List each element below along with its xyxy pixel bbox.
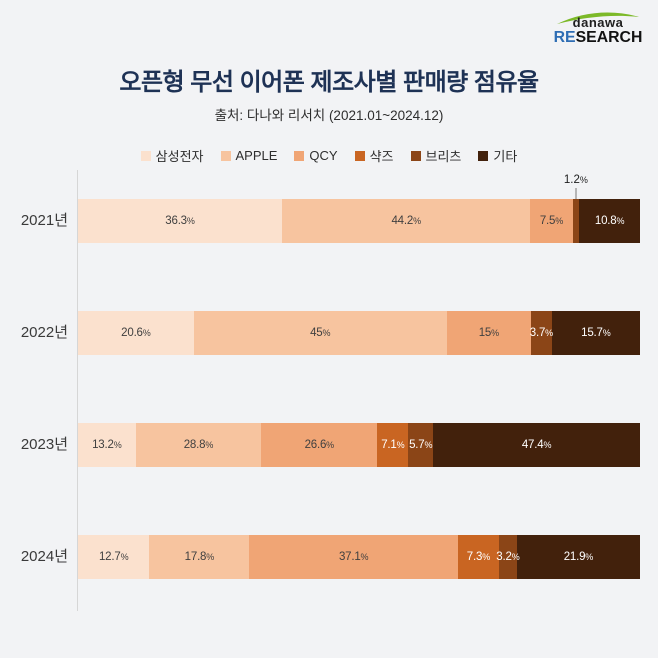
bar-segment-APPLE: 45% bbox=[193, 311, 447, 355]
bar-segment-브리츠: 5.7% bbox=[408, 423, 434, 467]
page-title: 오픈형 무선 이어폰 제조사별 판매량 점유율 bbox=[119, 69, 539, 96]
bar-segment-QCY: 7.5% bbox=[530, 199, 573, 243]
year-label: 2022년 bbox=[20, 324, 68, 341]
bar-segment-QCY: 15% bbox=[446, 311, 531, 355]
logo-research-text: RESEARCH bbox=[549, 29, 647, 46]
legend: 삼성전자 APPLE QCY 샥즈 브리츠 기타 bbox=[0, 146, 658, 165]
segment-value-label: 5.7% bbox=[409, 439, 433, 451]
logo-re: RE bbox=[553, 29, 576, 46]
legend-swatch bbox=[140, 150, 151, 161]
segment-value-label: 10.8% bbox=[594, 215, 625, 227]
logo-search: SEARCH bbox=[575, 29, 643, 46]
bar-segment-APPLE: 44.2% bbox=[282, 199, 531, 243]
chart-row: 2024년 12.7% 17.8% 37.1% 7.3% 3.2% 21.9% bbox=[0, 535, 658, 579]
segment-value-label: 7.3% bbox=[466, 551, 490, 563]
legend-item: APPLE bbox=[220, 148, 278, 163]
segment-value-label: 37.1% bbox=[338, 551, 369, 563]
chart-row: 2022년 20.6% 45% 15% 3.7% 15.7% bbox=[0, 311, 658, 355]
legend-swatch bbox=[294, 150, 305, 161]
segment-value-label: 15% bbox=[478, 327, 499, 339]
chart: 2021년 36.3% 44.2% 7.5% 1.2% 10.8% 2022년 20.6% 45… bbox=[0, 170, 658, 658]
bar-segment-QCY: 26.6% bbox=[261, 423, 378, 467]
axis-line bbox=[77, 170, 78, 611]
bar-segment-삼성전자: 12.7% bbox=[78, 535, 150, 579]
legend-item: 샥즈 bbox=[354, 146, 394, 165]
bar-segment-APPLE: 28.8% bbox=[135, 423, 262, 467]
bar-segment-브리츠: 3.7% bbox=[529, 311, 553, 355]
callout-label: 1.2% bbox=[563, 174, 588, 186]
legend-swatch bbox=[354, 150, 365, 161]
bar-segment-기타: 10.8% bbox=[579, 199, 640, 243]
segment-value-label: 12.7% bbox=[98, 551, 129, 563]
segment-value-label: 28.8% bbox=[183, 439, 214, 451]
segment-value-label: 13.2% bbox=[92, 439, 122, 451]
callout: 1.2% bbox=[564, 174, 588, 199]
year-label: 2023년 bbox=[20, 436, 68, 453]
legend-item: QCY bbox=[294, 148, 338, 163]
logo-brand-text: danawa bbox=[572, 15, 624, 30]
legend-item: 삼성전자 bbox=[140, 146, 204, 165]
chart-row: 2023년 13.2% 28.8% 26.6% 7.1% 5.7% 47.4% bbox=[0, 423, 658, 467]
stacked-bar: 36.3% 44.2% 7.5% 1.2% 10.8% bbox=[78, 174, 640, 243]
bar-segment-샥즈: 7.1% bbox=[377, 423, 409, 467]
year-label: 2024년 bbox=[20, 548, 68, 565]
legend-label: 브리츠 bbox=[425, 149, 462, 164]
bar-segment-기타: 21.9% bbox=[516, 535, 640, 579]
legend-swatch bbox=[220, 150, 231, 161]
bar-segment-삼성전자: 36.3% bbox=[78, 199, 282, 243]
segment-value-label: 47.4% bbox=[521, 439, 552, 451]
segment-value-label: 44.2% bbox=[391, 215, 421, 227]
segment-value-label: 15.7% bbox=[581, 327, 611, 339]
legend-item: 브리츠 bbox=[410, 146, 462, 165]
segment-value-label: 17.8% bbox=[184, 551, 215, 563]
legend-item: 기타 bbox=[478, 146, 517, 165]
legend-label: QCY bbox=[309, 148, 338, 163]
legend-label: 샥즈 bbox=[369, 149, 394, 164]
bar-segment-APPLE: 17.8% bbox=[149, 535, 250, 579]
stacked-bar: 12.7% 17.8% 37.1% 7.3% 3.2% 21.9% bbox=[78, 535, 640, 579]
segment-value-label: 36.3% bbox=[165, 215, 195, 227]
segment-value-label: 3.2% bbox=[496, 551, 520, 563]
legend-label: 삼성전자 bbox=[155, 149, 204, 164]
bar-segment-브리츠: 3.2% bbox=[496, 535, 520, 579]
segment-value-label: 26.6% bbox=[304, 439, 335, 451]
stacked-bar: 13.2% 28.8% 26.6% 7.1% 5.7% 47.4% bbox=[78, 423, 640, 467]
segment-value-label: 7.5% bbox=[539, 215, 564, 227]
year-label: 2021년 bbox=[20, 212, 68, 229]
callout-leader-line bbox=[575, 188, 577, 199]
source-subtitle: 출처: 다나와 리서치 (2021.01~2024.12) bbox=[214, 108, 444, 123]
legend-label: 기타 bbox=[493, 149, 518, 164]
segment-value-label: 45% bbox=[310, 327, 331, 339]
danawa-research-logo: danawa RESEARCH bbox=[550, 10, 646, 46]
segment-value-label: 20.6% bbox=[121, 327, 151, 339]
legend-swatch bbox=[410, 150, 421, 161]
stacked-bar: 20.6% 45% 15% 3.7% 15.7% bbox=[78, 311, 640, 355]
legend-swatch bbox=[478, 150, 489, 161]
segment-value-label: 3.7% bbox=[529, 327, 553, 339]
segment-value-label: 7.1% bbox=[381, 439, 405, 451]
bar-segment-삼성전자: 13.2% bbox=[78, 423, 136, 467]
bar-segment-브리츠 bbox=[572, 199, 580, 243]
bar-segment-샥즈: 7.3% bbox=[457, 535, 499, 579]
segment-value-label: 21.9% bbox=[563, 551, 594, 563]
swoosh-icon bbox=[557, 12, 639, 24]
bar-segment-기타: 15.7% bbox=[551, 311, 640, 355]
chart-row: 2021년 36.3% 44.2% 7.5% 1.2% 10.8% bbox=[0, 174, 658, 243]
bar-segment-기타: 47.4% bbox=[433, 423, 640, 467]
legend-label: APPLE bbox=[235, 148, 278, 163]
bar-segment-QCY: 37.1% bbox=[249, 535, 458, 579]
bar-segment-삼성전자: 20.6% bbox=[78, 311, 194, 355]
